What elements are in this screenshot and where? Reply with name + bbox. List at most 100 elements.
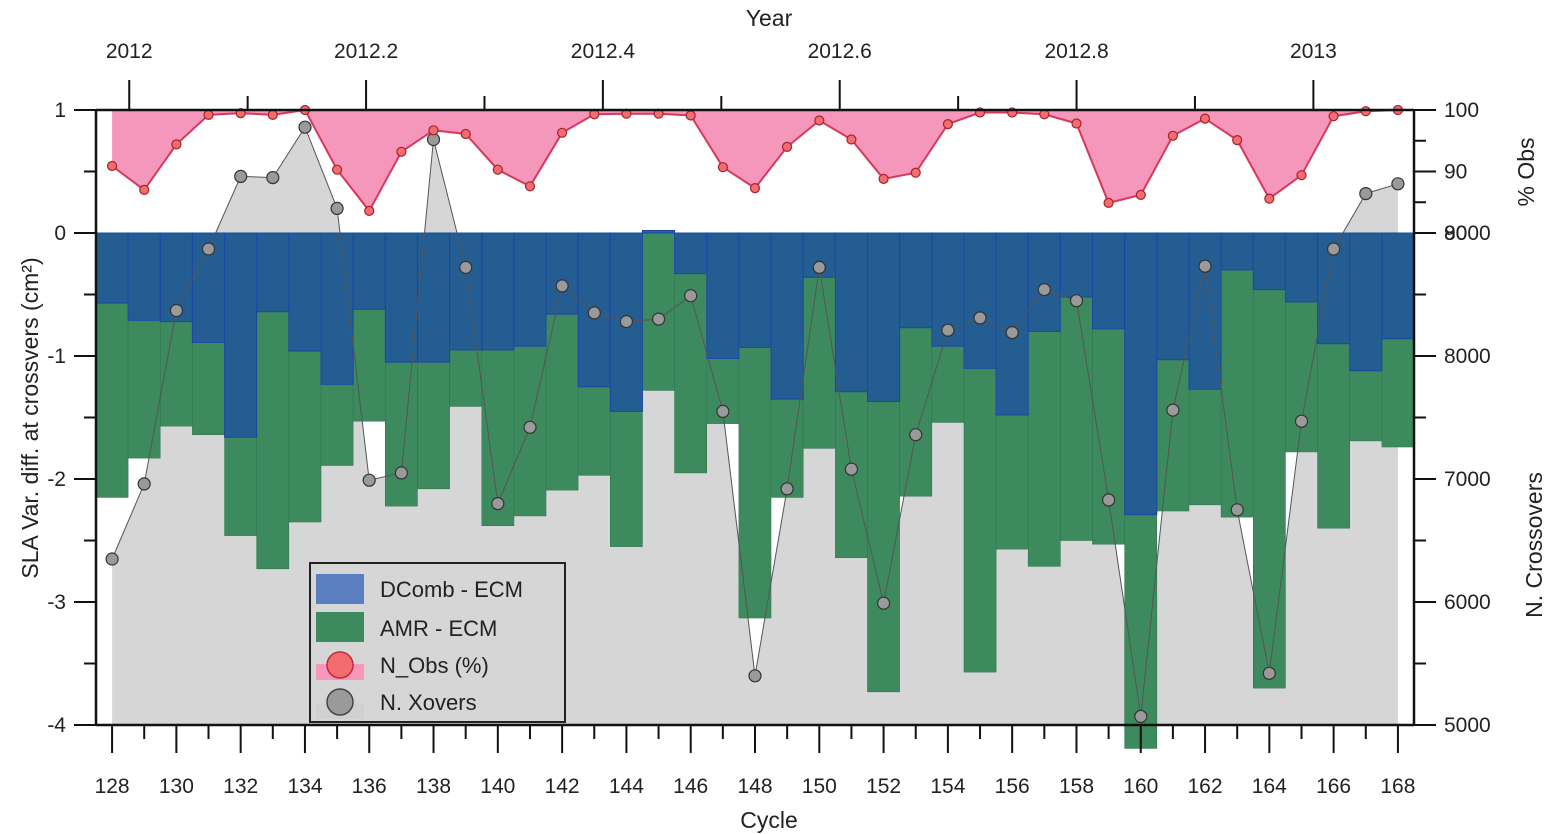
legend-label-n-xovers: N. Xovers	[380, 690, 477, 715]
n-obs-point-152	[878, 173, 889, 184]
x-tick-label: 164	[1252, 775, 1287, 798]
dcomb-ecm-bar-159	[1092, 232, 1126, 330]
dcomb-ecm-bar-143	[577, 232, 611, 388]
dcomb-ecm-bar-158	[1059, 232, 1094, 298]
dcomb-ecm-bar-151	[834, 232, 869, 393]
x-tick-label: 130	[159, 775, 194, 798]
n-obs-point-128	[106, 160, 118, 172]
top-tick-label: 2012.8	[1044, 40, 1108, 63]
x-tick-label: 148	[737, 775, 772, 798]
axes-layer: 128 130 132 134 136 138 140 142 144 146 148 150 152 1…	[47, 40, 1490, 798]
n-xovers-point-136	[362, 473, 376, 487]
n-obs-point-151	[846, 134, 857, 145]
n-xovers-point-142	[555, 279, 569, 293]
n-xovers-point-165	[1294, 414, 1309, 428]
n-xovers-point-139	[459, 260, 473, 274]
dcomb-ecm-bar-132	[224, 232, 258, 438]
n-xovers-point-148	[748, 669, 762, 683]
x-tick-label: 140	[480, 775, 515, 798]
left-tick-label: -2	[47, 468, 66, 491]
dcomb-ecm-bar-135	[320, 232, 354, 385]
x-tick-label: 152	[866, 775, 901, 798]
top-axis-title: Year	[746, 5, 793, 31]
legend-marker-n-xovers	[326, 688, 354, 716]
dcomb-ecm-bar-145	[642, 230, 676, 234]
top-tick-label: 2012.2	[334, 40, 398, 63]
n-xovers-point-154	[941, 323, 955, 337]
legend-label-n-obs: N_Obs (%)	[380, 653, 489, 678]
n-xovers-point-144	[619, 315, 634, 329]
n-obs-point-153	[910, 167, 921, 178]
n-xovers-point-134	[298, 120, 312, 134]
n-obs-point-137	[396, 146, 407, 157]
n-xovers-point-159	[1101, 493, 1116, 507]
dcomb-ecm-bar-165	[1284, 232, 1319, 303]
right-xover-tick-label: 7000	[1444, 468, 1491, 491]
n-obs-point-136	[364, 205, 375, 216]
n-xovers-point-162	[1198, 259, 1212, 273]
y-axis-title: SLA Var. diff. at crossvers (cm²)	[17, 257, 43, 578]
amr-ecm-bar-145	[642, 232, 675, 391]
n-xovers-point-167	[1359, 187, 1373, 201]
x-tick-label: 168	[1380, 775, 1415, 798]
n-obs-point-138	[428, 125, 439, 136]
right-obs-tick-label: 100	[1444, 99, 1479, 122]
legend: DComb - ECM AMR - ECM N_Obs (%) N. Xover…	[309, 562, 566, 723]
n-xovers-point-155	[973, 311, 987, 325]
x-tick-label: 158	[1059, 775, 1094, 798]
n-xovers-point-141	[523, 420, 537, 434]
dcomb-ecm-bar-167	[1349, 232, 1383, 372]
dcomb-ecm-bar-162	[1188, 232, 1222, 390]
dcomb-ecm-bar-128	[95, 232, 129, 304]
x-tick-label: 166	[1316, 775, 1351, 798]
n-obs-point-130	[171, 139, 182, 150]
n-xovers-point-152	[876, 596, 891, 610]
x-tick-label: 154	[930, 775, 965, 798]
n-obs-point-165	[1296, 170, 1307, 181]
left-tick-label: -3	[47, 591, 66, 614]
x-tick-label: 136	[352, 775, 387, 798]
dcomb-ecm-bar-155	[963, 232, 997, 369]
n-xovers-point-135	[330, 201, 344, 215]
right-xover-tick-label: 5000	[1444, 714, 1491, 737]
n-xovers-point-133	[266, 171, 280, 185]
dcomb-ecm-bar-149	[770, 232, 804, 400]
n-xovers-point-146	[684, 289, 698, 303]
n-xovers-point-129	[137, 477, 151, 491]
legend-marker-n-obs	[326, 651, 354, 679]
legend-label-amr-ecm: AMR - ECM	[380, 616, 497, 641]
legend-swatch-dcomb-ecm	[316, 574, 364, 604]
n-xovers-point-156	[1005, 326, 1019, 340]
n-xovers-point-132	[234, 169, 248, 183]
legend-label-dcomb-ecm: DComb - ECM	[380, 577, 523, 602]
x-tick-label: 146	[673, 775, 708, 798]
n-xovers-point-150	[812, 260, 826, 274]
n-obs-point-135	[332, 164, 343, 175]
x-tick-label: 132	[223, 775, 258, 798]
n-xovers-point-137	[394, 466, 408, 480]
n-obs-point-150	[814, 115, 825, 126]
left-tick-label: 0	[54, 222, 66, 245]
n-xovers-line-layer	[105, 120, 1405, 724]
n-obs-point-160	[1135, 189, 1146, 200]
n-obs-point-133	[267, 109, 278, 121]
right-xover-tick-label: 8000	[1444, 345, 1491, 368]
right-xover-tick-label: 6000	[1444, 591, 1491, 614]
dcomb-ecm-bar-161	[1156, 232, 1190, 361]
top-tick-label: 2012.4	[571, 40, 636, 63]
n-xovers-point-147	[716, 404, 730, 418]
dcomb-ecm-bar-156	[995, 232, 1029, 416]
dcomb-ecm-bar-164	[1252, 232, 1286, 291]
dcomb-ecm-bar-136	[352, 232, 386, 310]
n-obs-point-146	[685, 110, 696, 121]
n-obs-point-131	[203, 109, 214, 121]
x-tick-label: 156	[995, 775, 1030, 798]
dcomb-ecm-bar-147	[706, 232, 740, 359]
top-tick-label: 2012.6	[808, 40, 872, 63]
n-obs-point-158	[1071, 118, 1082, 129]
legend-swatch-amr-ecm	[316, 612, 364, 642]
dcomb-ecm-bar-157	[1027, 232, 1061, 332]
n-obs-line-layer	[106, 104, 1404, 216]
dcomb-ecm-bar-160	[1124, 232, 1158, 516]
